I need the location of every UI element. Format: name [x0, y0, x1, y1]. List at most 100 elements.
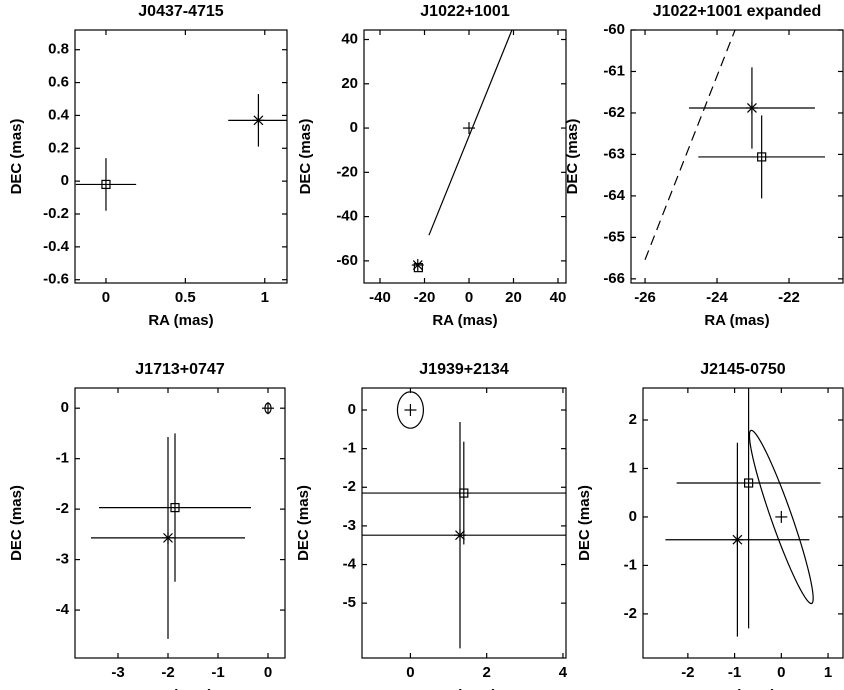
panel: J1939+2134 RA (mas) DEC (mas) 0 2 4 -5 -4 -3 -2 -1…	[295, 361, 568, 690]
x-axis-label: RA (mas)	[148, 312, 213, 329]
y-axis-label: DEC (mas)	[8, 119, 25, 195]
y-tick-label: -60	[603, 21, 625, 38]
y-tick-label: -62	[603, 104, 625, 121]
marker-star	[745, 101, 758, 114]
y-axis-label: DEC (mas)	[295, 485, 312, 561]
panel-title: J1713+0747	[135, 361, 225, 378]
x-tick-label: 0.5	[175, 289, 196, 306]
x-tick-label: -2	[161, 664, 174, 681]
y-tick-label: -3	[56, 551, 69, 568]
x-tick-label: -1	[211, 664, 224, 681]
y-tick-label: 0.4	[48, 106, 70, 123]
y-tick-label: -0.6	[43, 271, 69, 288]
plot-area	[75, 94, 287, 211]
x-tick-label: -2	[681, 664, 694, 681]
y-tick-label: -63	[603, 145, 625, 162]
panel-title: J1022+1001 expanded	[653, 3, 822, 20]
x-axis-label: RA (mas)	[710, 687, 775, 690]
axes-box	[642, 387, 844, 659]
y-tick-label: -40	[336, 208, 358, 225]
y-tick-label: -61	[603, 62, 625, 79]
y-tick-label: -2	[343, 478, 356, 495]
x-tick-label: -22	[778, 289, 800, 306]
y-tick-label: -5	[343, 594, 356, 611]
x-axis-label: RA (mas)	[147, 687, 212, 690]
marker-star	[252, 114, 265, 127]
y-tick-label: -20	[336, 163, 358, 180]
marker-square	[170, 503, 180, 513]
y-tick-label: 2	[629, 411, 637, 428]
y-tick-label: 20	[341, 75, 358, 92]
plot-area	[665, 388, 821, 637]
panel-title: J1022+1001	[420, 3, 510, 20]
x-tick-label: 40	[550, 289, 567, 306]
marker-star	[731, 533, 744, 546]
axes-box	[363, 29, 567, 284]
x-tick-label: -20	[414, 289, 436, 306]
x-axis-label: RA (mas)	[431, 687, 496, 690]
y-axis-label: DEC (mas)	[576, 485, 593, 561]
x-tick-label: -40	[369, 289, 391, 306]
marker-square	[744, 478, 754, 488]
y-tick-label: -2	[56, 500, 69, 517]
x-tick-label: 4	[559, 664, 568, 681]
x-tick-label: -24	[706, 289, 728, 306]
axes-box	[74, 29, 288, 284]
marker-square	[413, 263, 423, 273]
marker-plus	[404, 404, 417, 417]
x-tick-label: 0	[264, 664, 272, 681]
x-tick-label: -1	[728, 664, 741, 681]
y-tick-label: -65	[603, 228, 625, 245]
x-axis-label: RA (mas)	[432, 312, 497, 329]
y-tick-label: -4	[56, 601, 70, 618]
y-tick-label: 0	[629, 508, 637, 525]
marker-star	[453, 529, 466, 542]
y-tick-label: 0	[350, 119, 358, 136]
marker-square	[757, 152, 767, 162]
x-tick-label: 1	[824, 664, 832, 681]
y-tick-label: 0.8	[48, 41, 69, 58]
panel: J1022+1001 RA (mas) DEC (mas) -40 -20 0 20 40 -6…	[297, 3, 567, 329]
y-tick-label: 0	[348, 401, 356, 418]
x-tick-label: 0	[777, 664, 785, 681]
x-tick-label: -26	[634, 289, 656, 306]
x-tick-label: 20	[505, 289, 522, 306]
marker-square	[459, 488, 469, 498]
plot-area	[428, 30, 513, 236]
error-ellipse	[748, 429, 814, 605]
marker-plus	[775, 510, 788, 523]
plot-area	[362, 391, 566, 649]
motion-line	[428, 30, 513, 236]
plot-area	[91, 402, 272, 639]
y-tick-label: 0	[61, 399, 69, 416]
y-tick-label: -60	[336, 252, 358, 269]
y-tick-label: -64	[603, 187, 625, 204]
marker-plus	[463, 122, 476, 135]
y-tick-label: 40	[341, 30, 358, 47]
panel-title: J1939+2134	[419, 361, 509, 378]
x-tick-label: 0	[465, 289, 473, 306]
y-tick-label: -4	[343, 555, 357, 572]
y-tick-label: 0	[61, 172, 69, 189]
y-tick-label: 0.6	[48, 74, 69, 91]
y-tick-label: -2	[624, 605, 637, 622]
x-tick-label: 2	[483, 664, 491, 681]
axes-box	[74, 387, 286, 659]
motion-line	[644, 30, 736, 260]
panel: J2145-0750 RA (mas) DEC (mas) -2 -1 0 1 -2 -1 0 1 2	[576, 361, 844, 690]
y-tick-label: -0.4	[43, 238, 70, 255]
panel: J0437-4715 RA (mas) DEC (mas) 0 0.5 1 -0.6 -0.4…	[8, 3, 288, 329]
y-tick-label: -1	[343, 440, 356, 457]
y-tick-label: -1	[56, 450, 69, 467]
x-tick-label: -3	[111, 664, 124, 681]
x-tick-label: 0	[102, 289, 110, 306]
panel: J1713+0747 RA (mas) DEC (mas) -3 -2 -1 0 -4 -3 -2…	[8, 361, 286, 690]
y-tick-label: -3	[343, 517, 356, 534]
marker-plus	[262, 402, 274, 415]
marker-square	[101, 179, 111, 190]
y-axis-label: DEC (mas)	[8, 485, 25, 561]
error-ellipse	[396, 391, 424, 429]
